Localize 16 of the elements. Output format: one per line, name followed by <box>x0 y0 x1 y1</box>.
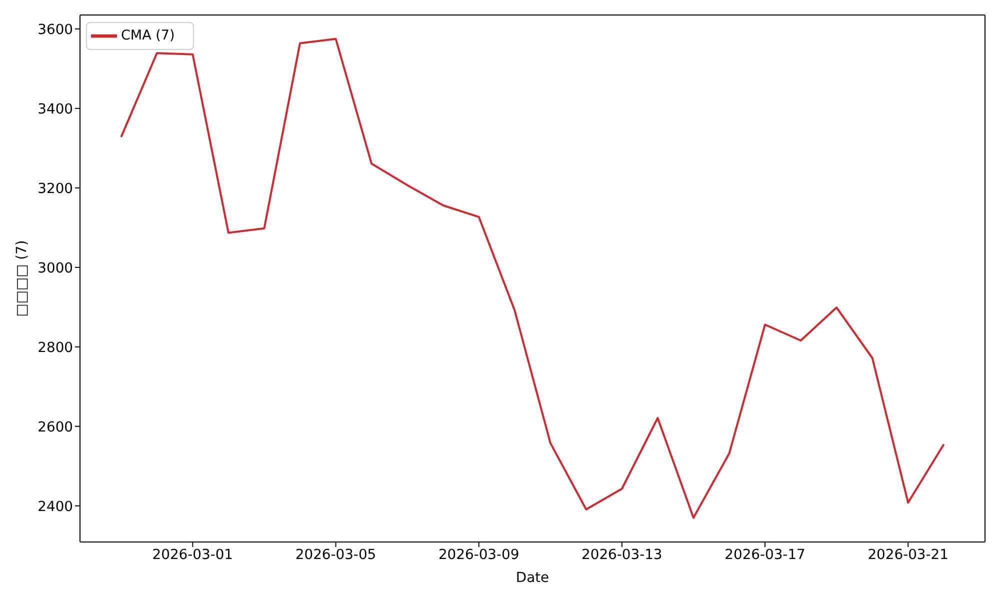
x-tick-label: 2026-03-09 <box>438 546 520 563</box>
x-tick-label: 2026-03-13 <box>582 546 662 563</box>
y-tick-label: 3600 <box>38 22 73 38</box>
x-tick-label: 2026-03-21 <box>868 546 948 563</box>
y-tick-label: 2600 <box>38 419 73 436</box>
y-tick-label: 3000 <box>38 260 73 276</box>
x-tick-label: 2026-03-05 <box>295 546 376 563</box>
x-axis-title: Date <box>516 570 550 586</box>
legend-label: CMA (7) <box>121 28 175 44</box>
x-tick-label: 2026-03-17 <box>724 546 806 563</box>
y-tick-label: 3400 <box>38 101 73 118</box>
y-tick-label: 2800 <box>38 340 73 356</box>
y-axis-title: □□□□ (7) <box>14 240 30 317</box>
y-tick-label: 2400 <box>38 498 73 515</box>
x-tick-label: 2026-03-01 <box>152 546 234 563</box>
y-tick-label: 3200 <box>38 180 73 197</box>
